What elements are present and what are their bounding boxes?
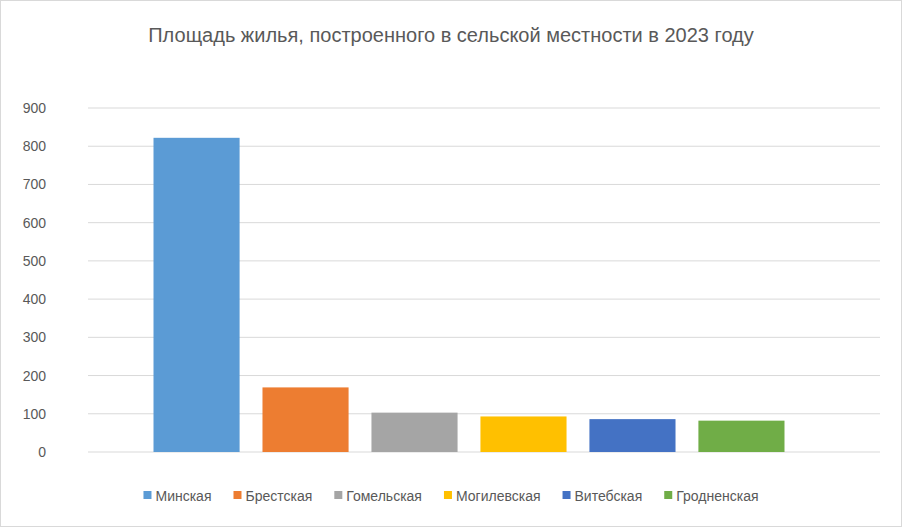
bar <box>480 416 566 452</box>
y-tick-label: 500 <box>23 253 47 269</box>
legend-swatch <box>444 491 452 499</box>
chart: Площадь жилья, построенного в сельской м… <box>0 0 902 527</box>
y-tick-label: 0 <box>38 444 46 460</box>
grid-line <box>88 108 880 109</box>
legend-label: Гродненская <box>676 488 758 504</box>
legend-label: Гомельская <box>346 488 422 504</box>
legend: Минская Брестская Гомельская Могилевская Вит… <box>143 488 758 504</box>
y-tick-label: 200 <box>23 368 47 384</box>
y-tick-label: 400 <box>23 291 47 307</box>
legend-swatch <box>334 491 342 499</box>
legend-swatch <box>563 491 571 499</box>
bar <box>589 419 675 452</box>
chart-frame <box>1 1 902 527</box>
y-tick-label: 100 <box>23 406 47 422</box>
bar <box>698 421 784 452</box>
bar <box>371 413 457 452</box>
y-tick-label: 900 <box>23 100 47 116</box>
y-tick-label: 300 <box>23 329 47 345</box>
legend-label: Брестская <box>245 488 312 504</box>
legend-swatch <box>143 491 151 499</box>
legend-label: Минская <box>155 488 211 504</box>
legend-swatch <box>664 491 672 499</box>
y-tick-label: 800 <box>23 138 47 154</box>
bar <box>154 138 240 452</box>
bar <box>262 387 348 452</box>
title: Площадь жилья, построенного в сельской м… <box>148 24 754 46</box>
legend-label: Витебская <box>575 488 643 504</box>
y-tick-label: 600 <box>23 215 47 231</box>
legend-label: Могилевская <box>456 488 541 504</box>
legend-swatch <box>233 491 241 499</box>
y-tick-label: 700 <box>23 176 47 192</box>
